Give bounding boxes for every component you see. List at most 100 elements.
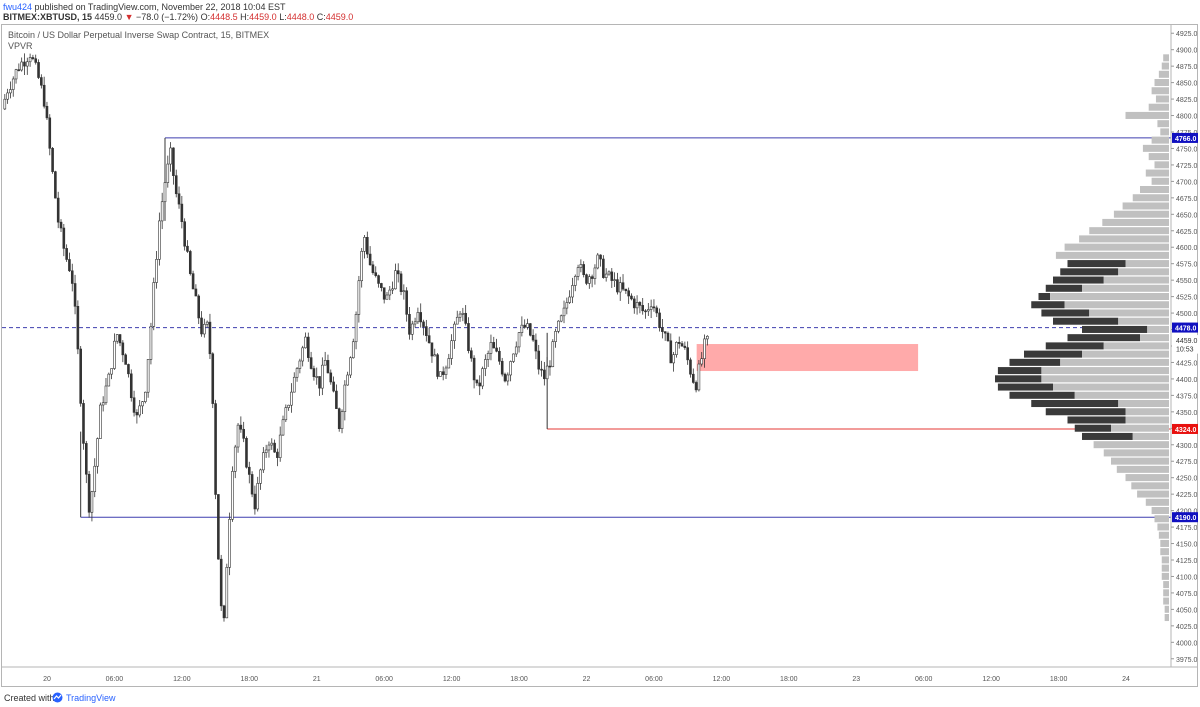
candle[interactable] xyxy=(290,383,293,413)
candle[interactable] xyxy=(596,252,600,270)
candle[interactable] xyxy=(559,314,563,323)
candle[interactable] xyxy=(590,274,594,288)
candle[interactable] xyxy=(256,476,260,512)
candle[interactable] xyxy=(562,300,566,324)
candle[interactable] xyxy=(573,274,577,292)
candle[interactable] xyxy=(37,59,40,79)
candle[interactable] xyxy=(110,368,113,380)
candle[interactable] xyxy=(571,277,574,304)
candle[interactable] xyxy=(618,276,622,301)
candle[interactable] xyxy=(399,271,403,296)
candle[interactable] xyxy=(245,436,248,469)
candle[interactable] xyxy=(509,360,512,382)
candle[interactable] xyxy=(31,54,35,61)
candle[interactable] xyxy=(478,375,482,396)
candle[interactable] xyxy=(602,255,605,279)
candle[interactable] xyxy=(54,170,57,199)
candle[interactable] xyxy=(76,300,80,355)
candle[interactable] xyxy=(284,404,288,423)
candle[interactable] xyxy=(34,54,38,65)
candle[interactable] xyxy=(264,444,268,458)
candle[interactable] xyxy=(208,313,212,360)
candle[interactable] xyxy=(613,272,616,287)
candle[interactable] xyxy=(540,360,543,377)
candle[interactable] xyxy=(82,399,85,450)
candle[interactable] xyxy=(118,333,122,347)
candle[interactable] xyxy=(495,338,498,353)
candle[interactable] xyxy=(113,333,116,370)
candle[interactable] xyxy=(419,303,423,328)
candle[interactable] xyxy=(489,334,493,361)
candle[interactable] xyxy=(548,360,552,376)
candle[interactable] xyxy=(332,376,335,393)
candle[interactable] xyxy=(292,372,296,393)
candle[interactable] xyxy=(315,367,319,385)
candle[interactable] xyxy=(3,94,7,111)
candle[interactable] xyxy=(616,272,619,295)
candle[interactable] xyxy=(512,353,515,363)
candle[interactable] xyxy=(298,358,302,374)
candle[interactable] xyxy=(388,285,392,301)
candle[interactable] xyxy=(686,341,689,365)
chart-frame[interactable] xyxy=(1,24,1198,687)
candle[interactable] xyxy=(607,270,611,276)
candle[interactable] xyxy=(304,332,307,349)
candle[interactable] xyxy=(337,407,341,432)
candle[interactable] xyxy=(520,316,524,337)
candle[interactable] xyxy=(287,404,290,411)
candle[interactable] xyxy=(475,379,479,386)
candle[interactable] xyxy=(588,274,591,289)
candle[interactable] xyxy=(655,305,659,318)
candle[interactable] xyxy=(377,274,380,288)
candle[interactable] xyxy=(217,494,220,560)
candle[interactable] xyxy=(23,53,26,76)
candle[interactable] xyxy=(211,352,215,409)
candle[interactable] xyxy=(528,322,532,337)
candle[interactable] xyxy=(163,178,167,209)
candle[interactable] xyxy=(621,274,625,291)
candle[interactable] xyxy=(73,274,77,315)
candle[interactable] xyxy=(104,377,108,405)
candle[interactable] xyxy=(585,273,588,286)
candle[interactable] xyxy=(357,275,361,323)
candle[interactable] xyxy=(666,331,670,342)
candle[interactable] xyxy=(649,299,653,319)
candle[interactable] xyxy=(166,155,170,188)
candle[interactable] xyxy=(309,351,313,370)
candle[interactable] xyxy=(394,263,397,290)
candle[interactable] xyxy=(593,264,597,285)
candle[interactable] xyxy=(405,287,408,322)
candle[interactable] xyxy=(323,351,327,366)
candle[interactable] xyxy=(222,604,226,622)
candle[interactable] xyxy=(410,320,414,341)
candle[interactable] xyxy=(183,218,186,251)
candle[interactable] xyxy=(565,297,569,315)
candle[interactable] xyxy=(278,426,282,462)
candle[interactable] xyxy=(281,415,285,436)
candle[interactable] xyxy=(453,321,456,349)
candle[interactable] xyxy=(641,298,645,315)
candle[interactable] xyxy=(579,259,583,273)
candle[interactable] xyxy=(425,319,428,342)
candle[interactable] xyxy=(464,305,467,326)
candle[interactable] xyxy=(146,359,150,398)
candle[interactable] xyxy=(177,186,181,209)
candle[interactable] xyxy=(481,366,484,390)
candle[interactable] xyxy=(158,212,161,266)
candle[interactable] xyxy=(363,234,366,259)
candle[interactable] xyxy=(396,263,400,283)
candle[interactable] xyxy=(368,246,372,266)
candle[interactable] xyxy=(551,339,555,368)
candle[interactable] xyxy=(554,328,557,348)
candle[interactable] xyxy=(307,332,310,362)
candle[interactable] xyxy=(700,352,704,367)
candle[interactable] xyxy=(326,354,330,374)
candle[interactable] xyxy=(691,368,695,384)
candle[interactable] xyxy=(144,391,147,404)
candle[interactable] xyxy=(25,57,29,75)
candle[interactable] xyxy=(604,268,608,282)
candle[interactable] xyxy=(107,372,111,387)
candle[interactable] xyxy=(661,319,664,339)
candle[interactable] xyxy=(402,284,406,300)
